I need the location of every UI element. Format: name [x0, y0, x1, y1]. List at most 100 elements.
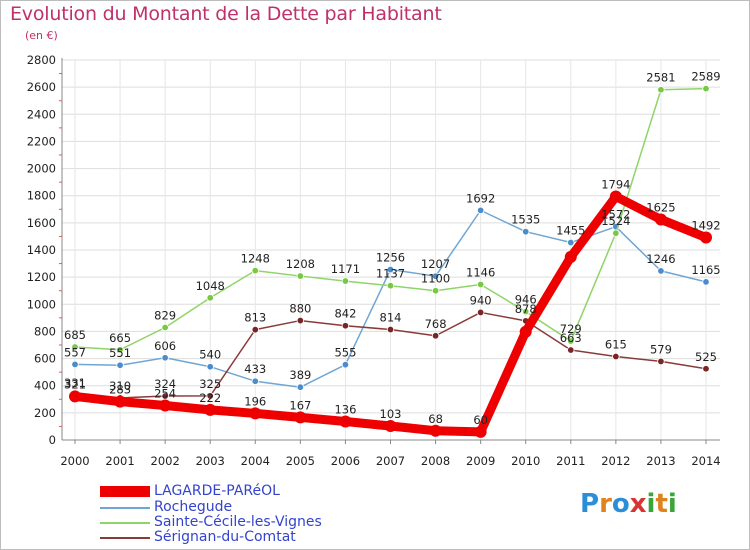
data-label: 665: [109, 331, 131, 345]
data-label: 2589: [691, 70, 720, 84]
data-point: [161, 354, 169, 362]
data-label: 1692: [466, 191, 495, 205]
y-tick-label: 2000: [27, 162, 56, 176]
x-tick-label: 2001: [105, 454, 134, 468]
data-point: [161, 323, 169, 332]
data-label: 1492: [691, 219, 720, 233]
data-point: [564, 250, 577, 263]
data-label: 60: [473, 413, 488, 427]
data-label: 768: [425, 317, 447, 331]
data-point: [429, 424, 442, 437]
y-tick-label: 2400: [27, 107, 56, 121]
data-label: 1207: [421, 257, 450, 271]
data-label: 829: [154, 308, 176, 322]
y-tick-label: 400: [34, 379, 56, 393]
legend-swatch: [100, 522, 150, 524]
legend-swatch: [100, 486, 150, 497]
data-label: 1455: [556, 224, 585, 238]
legend-label: Sérignan-du-Comtat: [154, 529, 296, 545]
data-label: 606: [154, 339, 176, 353]
data-point: [386, 265, 395, 274]
data-point: [474, 425, 487, 438]
data-point: [206, 392, 214, 400]
legend-label: Sainte-Cécile-les-Vignes: [154, 514, 322, 530]
data-point: [296, 383, 305, 391]
y-tick-label: 2600: [27, 80, 56, 94]
data-point: [206, 363, 214, 371]
data-label: 1171: [331, 262, 360, 276]
data-point: [612, 229, 620, 237]
data-point: [116, 346, 124, 354]
data-label: 615: [605, 338, 627, 352]
data-label: 1100: [421, 272, 450, 286]
data-point: [657, 86, 665, 94]
data-point: [702, 84, 710, 93]
logo-letter: x: [629, 489, 647, 519]
y-tick-label: 2200: [27, 134, 56, 148]
data-point: [251, 377, 259, 385]
data-label: 103: [380, 407, 402, 421]
data-point: [431, 272, 440, 280]
data-point: [339, 415, 352, 428]
legend-swatch: [100, 537, 150, 539]
data-point: [700, 231, 712, 244]
data-label: 814: [380, 311, 402, 325]
data-label: 1048: [196, 279, 225, 293]
data-point: [251, 325, 259, 334]
y-tick-label: 1000: [27, 297, 56, 311]
x-tick-label: 2002: [151, 454, 180, 468]
x-tick-label: 2000: [60, 454, 89, 468]
data-point: [476, 308, 485, 317]
data-label: 1248: [241, 252, 270, 266]
x-tick-label: 2013: [646, 454, 675, 468]
data-point: [251, 266, 259, 275]
data-point: [296, 272, 305, 280]
data-label: 331: [64, 376, 86, 390]
y-tick-label: 1600: [27, 216, 56, 230]
x-tick-label: 2010: [511, 454, 540, 468]
data-point: [522, 307, 530, 316]
data-label: 555: [334, 346, 356, 360]
legend-swatch: [100, 507, 150, 509]
data-point: [206, 294, 214, 302]
data-point: [384, 420, 397, 433]
data-label: 663: [560, 331, 582, 345]
data-point: [431, 287, 440, 295]
data-label: 1535: [511, 213, 540, 227]
proxiti-logo: Proxiti: [580, 489, 677, 519]
logo-letter: i: [646, 489, 656, 519]
data-point: [69, 390, 81, 403]
data-label: 1524: [601, 214, 630, 228]
data-point: [567, 238, 575, 247]
data-label: 68: [428, 412, 443, 426]
data-point: [341, 360, 350, 369]
data-point: [654, 213, 667, 226]
data-label: 1794: [601, 178, 630, 192]
data-point: [341, 277, 350, 285]
logo-letter: t: [655, 489, 668, 519]
x-tick-label: 2005: [286, 454, 315, 468]
y-tick-label: 800: [34, 324, 56, 338]
data-label: 878: [515, 302, 537, 316]
data-point: [567, 346, 575, 354]
chart-title: Evolution du Montant de la Dette par Hab…: [10, 3, 442, 25]
y-tick-label: 1400: [27, 243, 56, 257]
data-label: 1246: [646, 252, 675, 266]
data-label: 254: [154, 387, 176, 401]
logo-letter: i: [667, 489, 677, 519]
data-point: [609, 190, 622, 203]
data-point: [296, 316, 305, 325]
logo-letter: o: [611, 489, 630, 519]
data-point: [294, 411, 307, 424]
data-point: [114, 395, 127, 408]
legend-label: LAGARDE-PARéOL: [154, 483, 280, 499]
data-label: 321: [64, 377, 86, 391]
data-point: [386, 281, 395, 290]
data-point: [519, 325, 532, 338]
data-point: [431, 332, 440, 340]
data-label: 1256: [376, 251, 405, 265]
data-label: 940: [470, 293, 492, 307]
data-point: [249, 407, 262, 420]
data-label: 1572: [601, 208, 630, 222]
logo-letter: P: [580, 489, 600, 519]
